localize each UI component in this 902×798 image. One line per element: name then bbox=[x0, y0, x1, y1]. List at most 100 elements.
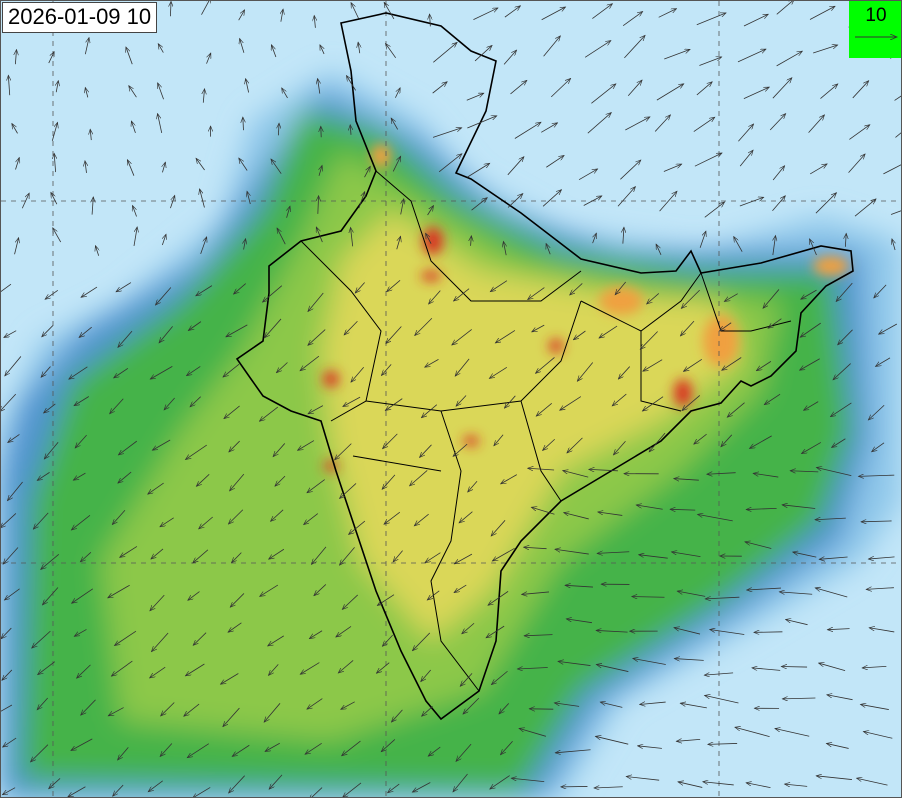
wind-vector-arrow bbox=[151, 548, 164, 559]
wind-vector-arrow bbox=[185, 444, 207, 459]
wind-vector-arrow bbox=[452, 329, 472, 345]
wind-vector-arrow bbox=[820, 84, 837, 99]
wind-vector-arrow bbox=[278, 123, 279, 136]
wind-vector-arrow bbox=[779, 592, 813, 595]
wind-vector-arrow bbox=[546, 244, 551, 255]
wind-vector-arrow bbox=[532, 324, 545, 332]
wind-vector-arrow bbox=[220, 673, 239, 684]
wind-vector-arrow bbox=[37, 697, 49, 710]
wind-vector-arrow bbox=[875, 357, 891, 367]
wind-vector-arrow bbox=[187, 366, 201, 375]
wind-vector-arrow bbox=[68, 786, 86, 797]
wind-vector-arrow bbox=[816, 776, 853, 780]
wind-vector-arrow bbox=[44, 403, 56, 413]
wind-vector-arrow bbox=[170, 195, 174, 209]
wind-vector-arrow bbox=[852, 81, 869, 99]
wind-vector-arrow bbox=[319, 45, 325, 55]
wind-vector-arrow bbox=[504, 395, 516, 408]
wind-vector-arrow bbox=[268, 664, 279, 675]
wind-vector-arrow bbox=[632, 597, 665, 598]
wind-vector-arrow bbox=[5, 356, 22, 375]
wind-vector-arrow bbox=[500, 741, 513, 754]
wind-vector-arrow bbox=[592, 4, 612, 19]
wind-vector-arrow bbox=[578, 169, 598, 181]
wind-vector-arrow bbox=[638, 746, 662, 749]
wind-vector-arrow bbox=[467, 163, 489, 178]
wind-vector-arrow bbox=[511, 778, 545, 783]
wind-vector-arrow bbox=[271, 159, 282, 174]
wind-vector-arrow bbox=[503, 241, 506, 256]
wind-vector-arrow bbox=[114, 630, 137, 645]
wind-vector-arrow bbox=[309, 787, 323, 797]
wind-vector-arrow bbox=[116, 282, 132, 292]
wind-vector-arrow bbox=[626, 777, 660, 781]
wind-vector-arrow bbox=[342, 740, 361, 756]
wind-vector-arrow bbox=[546, 155, 564, 168]
wind-vector-arrow bbox=[664, 49, 690, 60]
wind-vector-arrow bbox=[674, 479, 699, 481]
wind-vector-arrow bbox=[454, 288, 470, 301]
wind-vector-arrow bbox=[462, 622, 475, 634]
wind-vector-arrow bbox=[3, 547, 19, 565]
wind-vector-arrow bbox=[336, 626, 352, 637]
wind-vector-arrow bbox=[816, 467, 852, 476]
wind-vector-arrow bbox=[8, 434, 20, 442]
wind-vector-arrow bbox=[341, 701, 355, 710]
wind-vector-arrow bbox=[756, 361, 772, 370]
wind-vector-arrow bbox=[3, 737, 17, 747]
wind-vector-arrow bbox=[8, 75, 9, 96]
wind-vector-arrow bbox=[895, 132, 901, 138]
wind-vector-arrow bbox=[412, 632, 431, 651]
wind-vector-arrow bbox=[126, 47, 133, 65]
wind-vector-arrow bbox=[342, 594, 358, 609]
wind-vector-arrow bbox=[550, 78, 570, 98]
wind-vector-arrow bbox=[683, 358, 703, 371]
wind-vector-arrow bbox=[108, 584, 130, 598]
wind-vector-arrow bbox=[300, 662, 320, 675]
wind-vector-arrow bbox=[129, 86, 137, 98]
wind-vector-arrow bbox=[708, 743, 738, 744]
wind-vector-arrow bbox=[642, 396, 664, 411]
wind-vector-arrow bbox=[229, 440, 240, 452]
wind-vector-arrow bbox=[410, 470, 428, 485]
wind-vector-arrow bbox=[243, 117, 244, 131]
wind-vector-arrow bbox=[597, 552, 630, 554]
wind-vector-arrow bbox=[747, 588, 782, 590]
wind-vector-arrow bbox=[381, 364, 392, 375]
wind-vector-arrow bbox=[158, 44, 164, 53]
wind-vector-arrow bbox=[633, 658, 666, 665]
wind-vector-arrow bbox=[391, 709, 403, 722]
wind-vector-arrow bbox=[743, 86, 769, 100]
wind-vector-arrow bbox=[819, 663, 846, 672]
wind-vector-arrow bbox=[438, 154, 462, 173]
wind-vector-arrow bbox=[400, 199, 404, 215]
wind-vector-arrow bbox=[396, 236, 401, 250]
wind-vector-arrow bbox=[883, 164, 901, 175]
wind-vector-arrow bbox=[1, 283, 12, 292]
wind-vector-arrow bbox=[226, 324, 248, 337]
wind-vector-arrow bbox=[228, 509, 244, 524]
wind-vector-arrow bbox=[595, 736, 629, 745]
wind-vector-arrow bbox=[376, 662, 390, 674]
wind-vector-arrow bbox=[501, 474, 517, 484]
wind-vector-arrow bbox=[678, 782, 703, 788]
wind-vector-arrow bbox=[282, 88, 288, 99]
wind-vector-arrow bbox=[85, 161, 87, 174]
wind-vector-arrow bbox=[492, 547, 515, 561]
wind-vector-arrow bbox=[455, 358, 470, 376]
wind-vector-arrow bbox=[705, 695, 739, 704]
wind-vector-arrow bbox=[542, 190, 561, 207]
wind-vector-arrow bbox=[192, 787, 211, 797]
wind-vector-arrow bbox=[504, 6, 521, 18]
wind-vector-arrow bbox=[753, 473, 779, 478]
wind-vector-arrow bbox=[422, 706, 433, 716]
wind-vector-arrow bbox=[421, 404, 438, 418]
wind-vector-arrow bbox=[721, 434, 733, 447]
wind-vector-arrow bbox=[240, 38, 245, 53]
timestamp-label: 2026-01-09 10 bbox=[2, 2, 158, 33]
wind-vector-arrow bbox=[73, 472, 86, 480]
wind-vector-arrow bbox=[228, 622, 242, 632]
wind-vector-arrow bbox=[560, 396, 582, 411]
wind-vector-arrow bbox=[148, 780, 163, 792]
wind-vector-arrow bbox=[4, 588, 20, 600]
